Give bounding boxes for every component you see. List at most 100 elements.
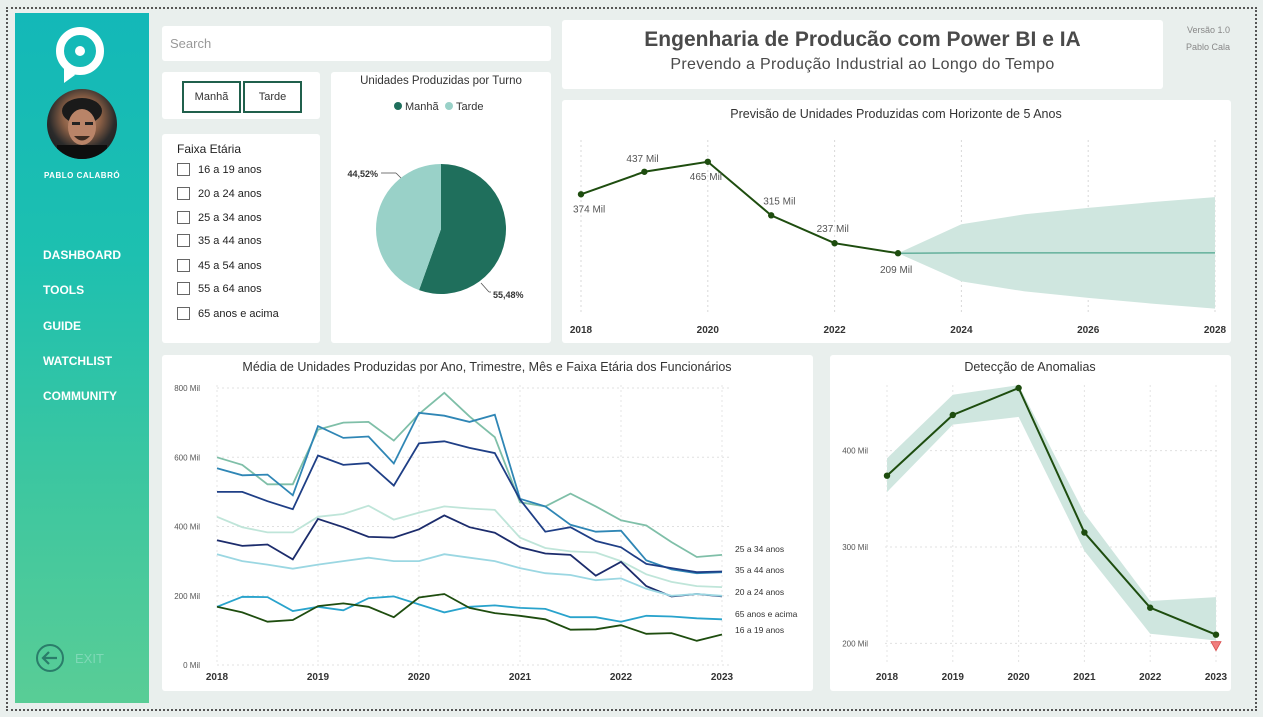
y-tick-label: 400 Mil [174,523,200,532]
brand-logo-icon[interactable] [55,27,107,85]
legend-dot-tarde [445,102,453,110]
series-line [216,595,723,623]
exit-button[interactable]: EXIT [35,643,104,673]
username: PABLO CALABRÓ [43,171,121,180]
forecast-title: Previsão de Unidades Produzidas com Hori… [730,107,1061,121]
data-point [1147,604,1154,611]
pie-chart-card: Unidades Produzidas por Turno Manhã Tard… [331,72,551,343]
pie-title: Unidades Produzidas por Turno [360,75,522,87]
anomaly-chart: Detecção de Anomalias 400 Mil 300 Mil 200 … [842,360,1228,683]
shift-filter: Manhã Tarde [162,72,320,119]
dashboard-frame [6,7,1257,711]
age-option[interactable]: 65 anos e acima [177,307,279,320]
age-option-label: 65 anos e acima [198,307,279,320]
shift-button-manha[interactable]: Manhã [182,81,241,113]
age-option[interactable]: 35 a 44 anos [177,234,262,247]
pie-label-manha: 55,48% [493,290,524,300]
series-line [216,504,723,588]
x-tick-label: 2019 [942,672,965,683]
y-tick-label: 800 Mil [174,384,200,393]
series-label: 35 a 44 anos [735,565,784,575]
checkbox[interactable] [177,211,190,224]
data-point [894,250,902,257]
pie-slice [419,164,506,294]
checkbox[interactable] [177,234,190,247]
x-tick-label: 2020 [408,672,431,683]
author-label: Pablo Cala [1185,42,1230,52]
nav-item-tools[interactable]: TOOLS [43,283,85,298]
data-label: 374 Mil [573,204,605,215]
data-label: 465 Mil [690,172,722,183]
nav-item-dashboard[interactable]: DASHBOARD [43,248,121,262]
age-option[interactable]: 16 a 19 anos [177,163,262,176]
anomaly-marker-icon [1210,641,1222,652]
y-tick-label: 300 Mil [842,543,868,552]
age-option-label: 55 a 64 anos [198,282,262,295]
x-tick-label: 2022 [1139,672,1162,683]
checkbox[interactable] [177,307,190,320]
series-label: 65 anos e acima [735,609,798,619]
legend-manha[interactable]: Manhã [405,101,440,113]
header-card: Engenharia de Producão com Power BI e IA… [562,20,1163,89]
x-tick-label: 2023 [711,672,734,683]
x-tick-label: 2028 [1204,325,1227,336]
data-point [949,411,956,419]
y-tick-label: 0 Mil [183,661,200,670]
data-label: 209 Mil [880,265,912,276]
data-point [883,472,891,479]
x-tick-label: 2019 [307,672,330,683]
series-label: 16 a 19 anos [735,625,784,635]
search-box [162,26,551,61]
age-option[interactable]: 45 a 54 anos [177,259,262,272]
x-tick-label: 2018 [206,672,229,683]
version-label: Versão 1.0 [1186,25,1230,35]
age-option-label: 16 a 19 anos [198,163,262,176]
x-tick-label: 2024 [950,325,973,336]
x-tick-label: 2026 [1077,325,1100,336]
checkbox[interactable] [177,282,190,295]
y-tick-label: 200 Mil [842,639,868,648]
data-point [577,191,585,198]
sidebar: PABLO CALABRÓ DASHBOARD TOOLS GUIDE WATC… [15,13,149,703]
data-label: 237 Mil [817,224,849,235]
age-option-label: 20 a 24 anos [198,187,262,200]
avg-units-chart: Média de Unidades Produzidas por Ano, Tr… [174,360,798,683]
nav-item-guide[interactable]: GUIDE [43,318,82,333]
data-point [1081,529,1088,536]
checkbox[interactable] [177,187,190,200]
x-tick-label: 2020 [1007,672,1030,683]
age-option[interactable]: 20 a 24 anos [177,187,262,200]
pie-slice [376,164,441,291]
x-tick-label: 2021 [1073,672,1096,683]
page-subtitle: Prevendo a Produção Industrial ao Longo … [670,56,1055,73]
avg-units-chart-card: Média de Unidades Produzidas por Ano, Tr… [162,355,813,691]
series-line [216,411,723,575]
checkbox[interactable] [177,259,190,272]
series-label: 20 a 24 anos [735,587,784,597]
data-point [1015,384,1022,392]
nav-menu: DASHBOARD TOOLS GUIDE WATCHLIST COMMUNIT… [43,247,121,423]
x-tick-label: 2018 [876,672,899,683]
series-label: 25 a 34 anos [735,544,784,554]
data-point [1212,631,1220,638]
anomaly-title: Detecção de Anomalias [964,360,1095,374]
nav-item-community[interactable]: COMMUNITY [43,389,117,404]
series-line [216,514,723,598]
x-tick-label: 2021 [509,672,532,683]
age-option[interactable]: 25 a 34 anos [177,211,262,224]
age-option-label: 45 a 54 anos [198,259,262,272]
age-option[interactable]: 55 a 64 anos [177,282,262,295]
nav-item-watchlist[interactable]: WATCHLIST [43,353,113,368]
data-point [831,240,838,247]
legend-tarde[interactable]: Tarde [456,101,484,113]
y-tick-label: 600 Mil [174,453,200,462]
shift-button-tarde[interactable]: Tarde [243,81,302,113]
series-line [216,553,723,597]
search-input[interactable] [162,26,551,61]
forecast-chart-card: Previsão de Unidades Produzidas com Hori… [562,100,1231,343]
avg-title: Média de Unidades Produzidas por Ano, Tr… [242,360,731,374]
checkbox[interactable] [177,163,190,176]
x-tick-label: 2023 [1205,672,1228,683]
data-label: 315 Mil [763,196,795,207]
data-point [641,168,648,175]
